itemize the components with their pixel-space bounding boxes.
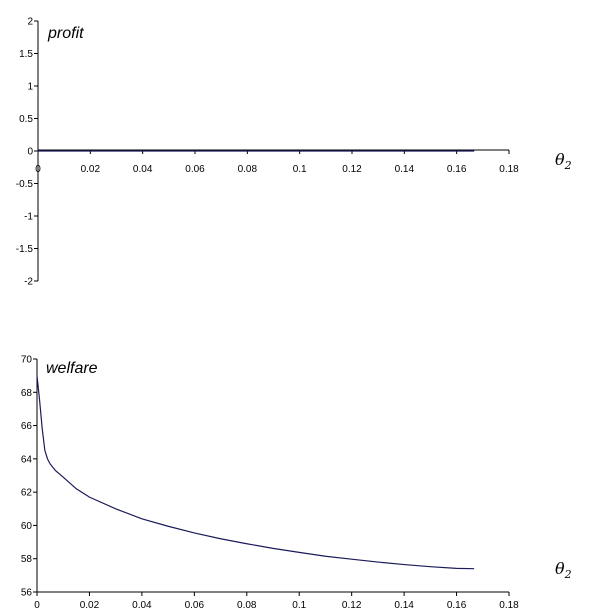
profit-chart: 21.510.50-0.5-1-1.5-20 0.02 0.04 0.06 0.08 0.… — [16, 17, 572, 288]
y-tick-label: 68 — [21, 388, 33, 399]
x-tick-label: 0.16 — [447, 164, 467, 175]
x-tick-label: 0.06 — [185, 164, 205, 175]
x-tick-label: 0.1 — [293, 164, 307, 175]
x-tick-label: 0.14 — [394, 600, 414, 611]
y-tick-label: 1 — [27, 82, 33, 93]
y-tick-label: 2 — [27, 17, 33, 28]
x-tick-label: 0.02 — [80, 600, 100, 611]
x-tick-label: 0.04 — [133, 164, 153, 175]
x-tick-label: 0 — [35, 164, 41, 175]
y-tick-label: 0 — [27, 147, 33, 158]
chart-title: welfare — [46, 360, 98, 377]
x-tick-label: 0.08 — [237, 600, 257, 611]
x-tick-label: 0.18 — [499, 164, 519, 175]
x-tick-label: 0.08 — [238, 164, 258, 175]
y-tick-label: 0.5 — [19, 114, 33, 125]
series-line — [36, 375, 475, 570]
y-tick-label: -2 — [24, 277, 33, 288]
x-tick-label: 0.04 — [132, 600, 152, 611]
x-tick-label: 0.18 — [499, 600, 519, 611]
x-tick-label: 0.16 — [447, 600, 467, 611]
y-tick-label: 64 — [21, 454, 33, 465]
y-tick-label: 58 — [21, 554, 33, 565]
x-tick-label: 0 — [34, 600, 40, 611]
x-tick-label: 0.12 — [342, 164, 362, 175]
y-tick-label: 66 — [21, 421, 33, 432]
y-tick-label: 70 — [21, 355, 33, 366]
x-tick-label: 0.1 — [292, 600, 306, 611]
tick-group: 70 68 66 64 62 60 58 560 0.02 0.04 0.06 0.08 0.1 0.12… — [21, 355, 519, 612]
x-tick-label: 0.02 — [81, 164, 101, 175]
y-tick-label: 60 — [21, 521, 33, 532]
tick-group: 21.510.50-0.5-1-1.5-20 0.02 0.04 0.06 0.08 0.… — [16, 17, 519, 288]
y-tick-label: 62 — [21, 488, 33, 499]
y-tick-label: 56 — [21, 588, 33, 599]
y-tick-label: -1 — [24, 212, 33, 223]
x-axis-label: θ2 — [555, 559, 572, 581]
x-axis-label: θ2 — [555, 150, 572, 172]
series-group — [36, 375, 475, 570]
chart-title: profit — [47, 25, 84, 42]
y-tick-label: -1.5 — [16, 244, 34, 255]
x-tick-label: 0.06 — [185, 600, 205, 611]
y-tick-label: -0.5 — [16, 179, 34, 190]
welfare-chart: 70 68 66 64 62 60 58 560 0.02 0.04 0.06 0.08 0.1 0.12… — [21, 355, 572, 612]
y-tick-label: 1.5 — [19, 49, 33, 60]
x-tick-label: 0.14 — [395, 164, 415, 175]
x-tick-label: 0.12 — [342, 600, 362, 611]
